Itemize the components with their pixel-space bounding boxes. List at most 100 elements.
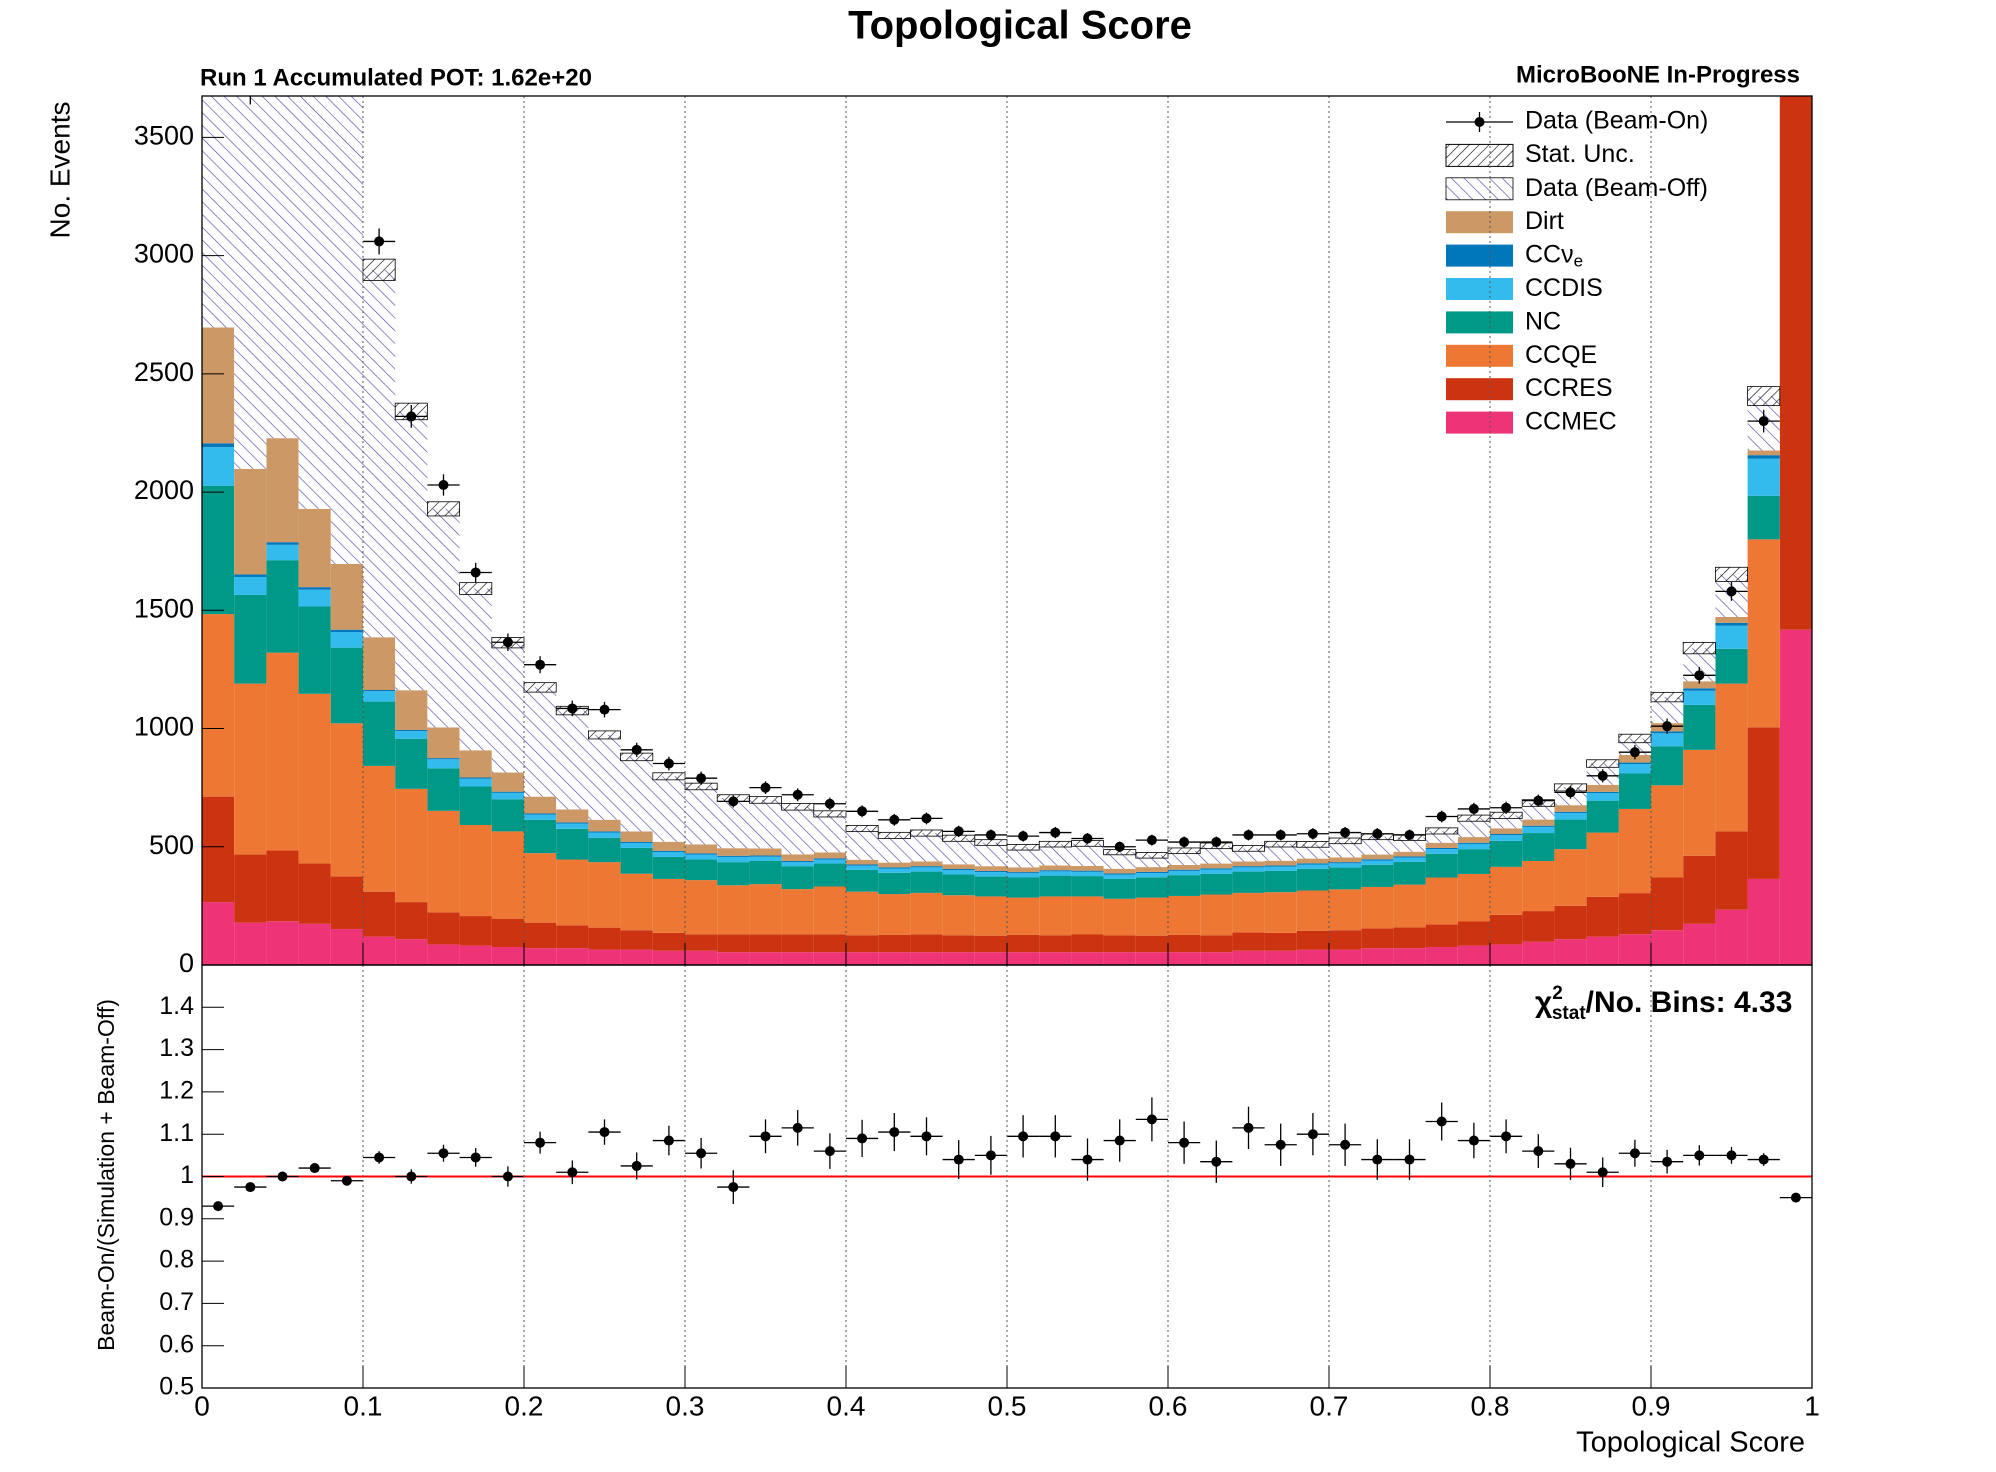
histogram-segment — [588, 927, 621, 950]
histogram-segment — [749, 884, 782, 935]
histogram-segment — [427, 508, 460, 728]
histogram-segment — [1586, 896, 1619, 937]
histogram-segment — [942, 868, 975, 871]
histogram-segment — [1007, 897, 1040, 935]
histogram-segment — [556, 710, 589, 810]
histogram-segment — [1522, 803, 1555, 820]
histogram-segment — [363, 637, 396, 690]
histogram-segment — [491, 831, 524, 919]
data-point — [1050, 827, 1061, 838]
x-tick-label: 0.4 — [827, 1390, 866, 1421]
chart-title: Topological Score — [848, 4, 1192, 48]
legend-swatch — [1446, 244, 1513, 267]
histogram-segment — [846, 865, 879, 870]
histogram-segment — [298, 96, 331, 509]
histogram-segment — [781, 889, 814, 935]
histogram-segment — [524, 814, 557, 820]
data-point — [1758, 416, 1769, 427]
histogram-segment — [330, 96, 363, 564]
ratio-point — [985, 1150, 996, 1161]
y-tick-label: 3000 — [134, 239, 194, 269]
data-point — [1243, 829, 1254, 840]
histogram-segment — [1361, 836, 1394, 855]
x-tick-label: 0.8 — [1471, 1390, 1510, 1421]
histogram-segment — [1747, 450, 1780, 456]
histogram-segment — [1296, 844, 1329, 859]
histogram-segment — [652, 932, 685, 951]
x-tick-label: 0.6 — [1149, 1390, 1188, 1421]
histogram-segment — [1329, 889, 1362, 931]
ratio-point — [1597, 1167, 1608, 1178]
histogram-segment — [1457, 849, 1490, 874]
ratio-point — [728, 1182, 739, 1193]
histogram-segment — [813, 859, 846, 864]
y-tick-label: 2000 — [134, 475, 194, 505]
histogram-segment — [1425, 847, 1458, 850]
histogram-segment — [234, 854, 267, 923]
histogram-segment — [266, 542, 299, 545]
histogram-segment — [652, 841, 685, 851]
data-point — [1146, 835, 1157, 846]
legend-marker — [1474, 117, 1485, 127]
data-point — [728, 796, 739, 807]
histogram-segment — [459, 786, 492, 826]
histogram-segment — [427, 944, 460, 965]
histogram-segment — [1618, 764, 1651, 774]
data-point — [535, 659, 546, 670]
x-tick-label: 0.7 — [1310, 1390, 1349, 1421]
histogram-segment — [1457, 921, 1490, 946]
histogram-segment — [878, 894, 911, 935]
stat-unc-band — [1682, 642, 1716, 655]
stat-unc-band — [1296, 841, 1330, 848]
ratio-point — [1436, 1116, 1447, 1127]
ratio-point — [792, 1122, 803, 1133]
histogram-segment — [942, 895, 975, 936]
histogram-segment — [1683, 923, 1716, 965]
legend-label-main: CCQE — [1525, 340, 1597, 368]
histogram-segment — [234, 574, 267, 577]
histogram-segment — [1554, 819, 1587, 850]
ratio-point — [1018, 1131, 1029, 1142]
histogram-segment — [1135, 897, 1168, 936]
legend-label: Data (Beam-On) — [1525, 107, 1708, 135]
histogram-segment — [846, 859, 879, 865]
ratio-point — [663, 1135, 674, 1146]
histogram-segment — [1329, 930, 1362, 950]
histogram-segment — [588, 949, 621, 965]
histogram-segment — [556, 948, 589, 965]
histogram-segment — [846, 952, 879, 965]
histogram-segment — [1200, 845, 1233, 864]
histogram-segment — [1361, 859, 1394, 861]
legend-swatch — [1446, 278, 1513, 300]
histogram-segment — [717, 848, 750, 856]
stat-unc-band — [1618, 733, 1652, 744]
legend-label-main: Dirt — [1525, 207, 1564, 235]
histogram-segment — [781, 866, 814, 890]
histogram-segment — [1296, 868, 1329, 891]
histogram-segment — [1715, 909, 1748, 965]
histogram-segment — [427, 727, 460, 759]
ratio-point — [277, 1171, 288, 1182]
histogram-segment — [1554, 805, 1587, 812]
data-point — [1404, 829, 1415, 840]
histogram-segment — [846, 828, 879, 860]
stat-unc-band — [910, 829, 944, 837]
histogram-segment — [652, 850, 685, 852]
histogram-segment — [330, 876, 363, 930]
histogram-segment — [1586, 936, 1619, 965]
stat-unc-band — [1006, 844, 1040, 851]
x-tick-label: 0.5 — [988, 1390, 1027, 1421]
histogram-segment — [910, 861, 943, 867]
histogram-segment — [459, 750, 492, 778]
y-tick-label: 1.2 — [159, 1077, 194, 1105]
histogram-segment — [1490, 914, 1523, 945]
histogram-segment — [1361, 864, 1394, 887]
histogram-segment — [298, 923, 331, 965]
histogram-segment — [1779, 96, 1812, 630]
histogram-segment — [1618, 808, 1651, 894]
histogram-segment — [1618, 893, 1651, 935]
plot-frame — [201, 964, 1813, 1389]
stat-unc-band — [426, 501, 460, 517]
histogram-segment — [1457, 873, 1490, 922]
histogram-segment — [717, 855, 750, 857]
